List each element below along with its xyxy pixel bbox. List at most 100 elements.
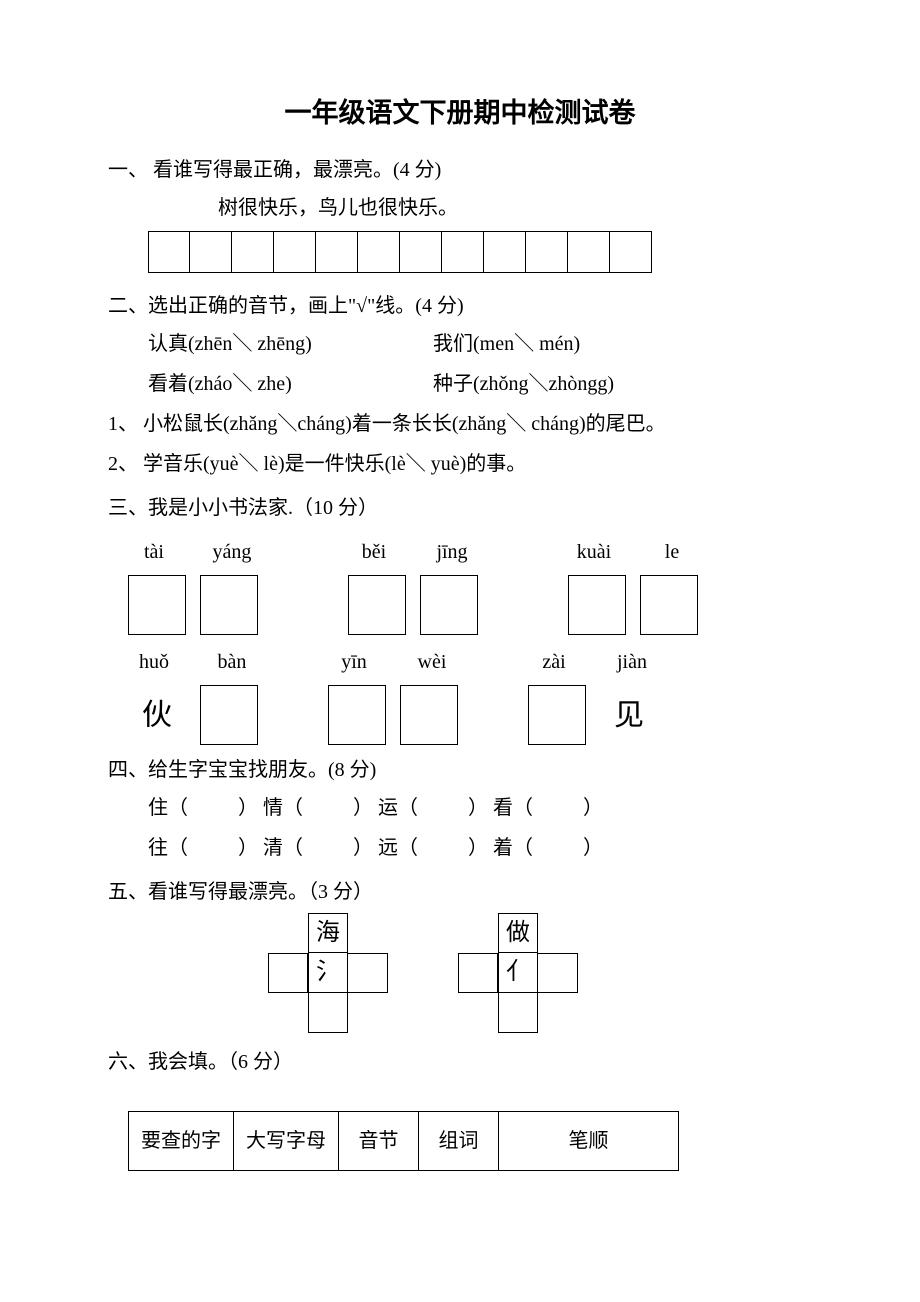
- question-3: 三、我是小小书法家.（10 分） tài yáng běi jīng: [108, 489, 812, 745]
- q3-heading: 三、我是小小书法家.（10 分）: [108, 489, 812, 527]
- pinyin: bàn: [209, 643, 255, 681]
- q6-heading: 六、我会填。（6 分）: [108, 1043, 812, 1081]
- table-header-cell: 要查的字: [129, 1112, 234, 1171]
- q2-heading: 二、选出正确的音节，画上"√"线。(4 分): [108, 287, 812, 325]
- answer-box: [526, 231, 568, 273]
- q1-answer-boxes: [148, 231, 812, 273]
- pinyin: kuài: [571, 533, 617, 571]
- cross-bottom-cell: [308, 993, 348, 1033]
- char-pair: kuài le: [568, 533, 698, 635]
- q4-char: 情: [263, 797, 283, 819]
- q4-row2: 往（） 清（） 远（） 着（）: [148, 829, 812, 867]
- char-box: [128, 575, 186, 635]
- q1-sentence: 树很快乐，鸟儿也很快乐。: [108, 189, 812, 227]
- answer-box: [358, 231, 400, 273]
- char-pair: tài yáng: [128, 533, 258, 635]
- q2-item: 认真(zhēn＼ zhēng): [148, 325, 428, 363]
- table-header-row: 要查的字大写字母音节组词笔顺: [129, 1112, 679, 1171]
- pinyin: zài: [531, 643, 577, 681]
- cross-top-cell: 做: [498, 913, 538, 953]
- char-box: [640, 575, 698, 635]
- prefilled-char: 伙: [128, 687, 186, 744]
- cross-left-cell: [268, 953, 308, 993]
- answer-box: [316, 231, 358, 273]
- lookup-table: 要查的字大写字母音节组词笔顺: [128, 1111, 679, 1171]
- q2-sub2: 2、 学音乐(yuè＼ lè)是一件快乐(lè＼ yuè)的事。: [108, 445, 812, 483]
- char-box: [420, 575, 478, 635]
- char-box: [200, 685, 258, 745]
- q2-row2: 看着(zháo＼ zhe) 种子(zhǒng＼zhòngg): [108, 365, 812, 403]
- cross-mid-cell: 氵: [308, 953, 348, 993]
- char-pair: zài jiàn 见: [528, 643, 658, 745]
- q4-char: 远: [378, 837, 398, 859]
- q4-char: 清: [263, 837, 283, 859]
- answer-box: [232, 231, 274, 273]
- char-box: [568, 575, 626, 635]
- cross-shape: 做 亻: [458, 913, 578, 1033]
- q2-item: 种子(zhǒng＼zhòngg): [433, 373, 614, 395]
- cross-right-cell: [348, 953, 388, 993]
- answer-box: [400, 231, 442, 273]
- char-box-pair: 伙: [128, 685, 258, 745]
- char-box-pair: [328, 685, 458, 745]
- answer-box: [190, 231, 232, 273]
- char-box: [348, 575, 406, 635]
- question-4: 四、给生字宝宝找朋友。(8 分) 住（） 情（） 运（） 看（） 往（） 清（）…: [108, 751, 812, 867]
- table-header-cell: 笔顺: [499, 1112, 679, 1171]
- cross-top-cell: 海: [308, 913, 348, 953]
- table-header-cell: 组词: [419, 1112, 499, 1171]
- pinyin: yīn: [331, 643, 377, 681]
- q2-sub1: 1、 小松鼠长(zhǎng＼cháng)着一条长长(zhǎng＼ cháng)的…: [108, 405, 812, 443]
- char-pair: huǒ bàn 伙: [128, 643, 258, 745]
- char-box: [328, 685, 386, 745]
- q4-char: 住: [148, 797, 168, 819]
- pinyin: běi: [351, 533, 397, 571]
- char-pair: běi jīng: [348, 533, 478, 635]
- exam-title: 一年级语文下册期中检测试卷: [108, 88, 812, 139]
- char-box-pair: [568, 575, 698, 635]
- q3-row1: tài yáng běi jīng kuài le: [128, 533, 812, 635]
- q5-heading: 五、看谁写得最漂亮。（3 分）: [108, 873, 812, 911]
- cross-shape: 海 氵: [268, 913, 388, 1033]
- table-header-cell: 大写字母: [234, 1112, 339, 1171]
- answer-box: [568, 231, 610, 273]
- q4-char: 看: [493, 797, 513, 819]
- question-5: 五、看谁写得最漂亮。（3 分） 海 氵 做 亻: [108, 873, 812, 1033]
- q2-row1: 认真(zhēn＼ zhēng) 我们(men＼ mén): [108, 325, 812, 363]
- cross-right-cell: [538, 953, 578, 993]
- char-box-pair: [348, 575, 478, 635]
- answer-box: [148, 231, 190, 273]
- question-2: 二、选出正确的音节，画上"√"线。(4 分) 认真(zhēn＼ zhēng) 我…: [108, 287, 812, 483]
- pinyin: huǒ: [131, 643, 177, 681]
- q2-item: 我们(men＼ mén): [433, 333, 580, 355]
- pinyin-row: běi jīng: [351, 533, 475, 571]
- q4-heading: 四、给生字宝宝找朋友。(8 分): [108, 751, 812, 789]
- pinyin: tài: [131, 533, 177, 571]
- answer-box: [274, 231, 316, 273]
- char-box: [400, 685, 458, 745]
- cross-mid-cell: 亻: [498, 953, 538, 993]
- q4-row1: 住（） 情（） 运（） 看（）: [148, 789, 812, 827]
- pinyin: jiàn: [609, 643, 655, 681]
- question-6: 六、我会填。（6 分） 要查的字大写字母音节组词笔顺: [108, 1043, 812, 1171]
- char-pair: yīn wèi: [328, 643, 458, 745]
- pinyin: wèi: [409, 643, 455, 681]
- cross-bottom-cell: [498, 993, 538, 1033]
- pinyin: le: [649, 533, 695, 571]
- q4-char: 往: [148, 837, 168, 859]
- pinyin: jīng: [429, 533, 475, 571]
- answer-box: [610, 231, 652, 273]
- table-header-cell: 音节: [339, 1112, 419, 1171]
- pinyin-row: kuài le: [571, 533, 695, 571]
- q1-heading: 一、 看谁写得最正确，最漂亮。(4 分): [108, 151, 812, 189]
- cross-left-cell: [458, 953, 498, 993]
- pinyin-row: yīn wèi: [331, 643, 455, 681]
- char-box-pair: [128, 575, 258, 635]
- q2-item: 看着(zháo＼ zhe): [148, 365, 428, 403]
- cross-container: 海 氵 做 亻: [268, 913, 812, 1033]
- answer-box: [484, 231, 526, 273]
- char-box-pair: 见: [528, 685, 658, 745]
- pinyin: yáng: [209, 533, 255, 571]
- q4-char: 着: [493, 837, 513, 859]
- prefilled-char: 见: [600, 687, 658, 744]
